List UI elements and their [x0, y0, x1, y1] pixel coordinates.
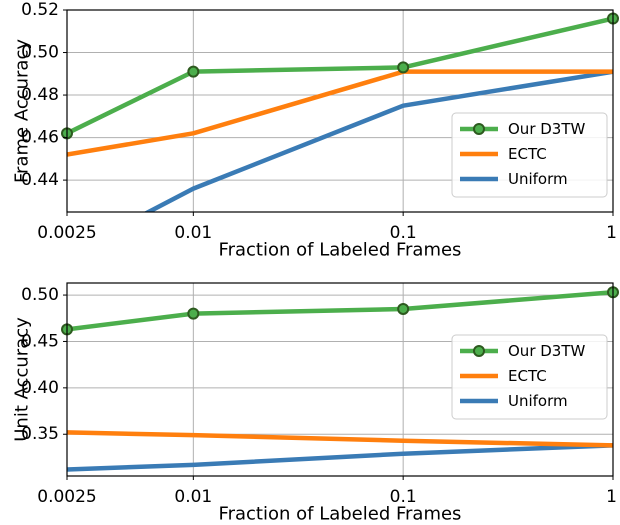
legend: Our D3TW ECTC Uniform	[451, 334, 608, 420]
y-tick-label: 0.48	[21, 85, 59, 105]
legend-marker	[473, 345, 485, 357]
y-axis-label: Frame Accuracy	[12, 39, 33, 183]
y-tick-label: 0.46	[21, 128, 59, 148]
chart-1: 0.0025 0.01 0.1 1 0.44 0.46 0.48 0.50 0.52 Fracti…	[12, 0, 619, 261]
x-tick-label: 0.1	[390, 487, 417, 507]
x-tick-label: 0.0025	[37, 487, 96, 507]
data-point	[397, 61, 410, 74]
legend: Our D3TW ECTC Uniform	[451, 112, 608, 198]
legend-label: Uniform	[508, 392, 568, 410]
data-point	[187, 65, 200, 78]
series-group	[67, 16, 613, 212]
legend-label: Our D3TW	[508, 120, 586, 138]
x-axis-label: Fraction of Labeled Frames	[219, 240, 462, 261]
legend-box	[451, 334, 608, 420]
series-line-uniform	[67, 443, 613, 472]
y-tick-label: 0.50	[21, 43, 59, 63]
x-tick-label: 0.0025	[37, 223, 96, 243]
y-tick-label: 0.52	[21, 0, 59, 20]
x-tick-label: 0.1	[390, 223, 417, 243]
legend-label: ECTC	[508, 145, 547, 163]
y-tick-label: 0.45	[21, 331, 59, 351]
x-tick-label: 1	[606, 487, 617, 507]
x-tick-label: 1	[606, 223, 617, 243]
y-tick-label: 0.40	[21, 378, 59, 398]
y-axis-label: Unit Accuracy	[12, 317, 33, 442]
chart-2: 0.0025 0.01 0.1 1 0.35 0.40 0.45 0.50 Fraction o…	[12, 282, 619, 525]
series-line-ectc	[67, 430, 613, 448]
x-tick-label: 0.01	[174, 487, 212, 507]
y-tick-label: 0.35	[21, 424, 59, 444]
legend-box	[451, 112, 608, 198]
axes-frame	[66, 9, 614, 213]
data-point	[187, 307, 200, 320]
data-point	[397, 302, 410, 315]
y-tick-label: 0.44	[21, 170, 59, 190]
series-line-our-d3tw	[67, 16, 613, 136]
legend-label: Uniform	[508, 170, 568, 188]
series-group	[67, 290, 613, 472]
series-line-our-d3tw	[67, 290, 613, 332]
legend-marker	[473, 123, 485, 135]
y-tick-label: 0.50	[21, 285, 59, 305]
x-axis-label: Fraction of Labeled Frames	[219, 504, 462, 525]
legend-label: Our D3TW	[508, 342, 586, 360]
x-tick-label: 0.01	[174, 223, 212, 243]
series-line-ectc	[67, 69, 613, 157]
series-line-uniform	[143, 69, 613, 212]
axes-frame	[66, 282, 614, 477]
legend-label: ECTC	[508, 367, 547, 385]
